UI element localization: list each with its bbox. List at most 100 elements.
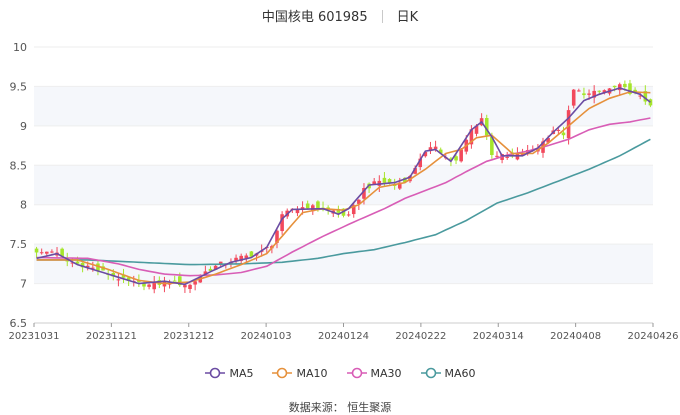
- candle-body: [244, 255, 249, 259]
- candle-body: [454, 156, 458, 161]
- legend-item-ma10[interactable]: MA10: [271, 366, 328, 380]
- candle-body: [357, 199, 361, 204]
- candle-body: [351, 205, 356, 215]
- candle-body: [70, 262, 75, 264]
- candle-body: [592, 90, 596, 98]
- candle-body: [218, 261, 223, 265]
- candle-body: [571, 89, 576, 106]
- legend-marker-circle: [210, 367, 221, 379]
- candle-body: [449, 158, 453, 160]
- candle-body: [44, 251, 49, 254]
- y-tick-label: 8.5: [10, 159, 28, 172]
- candle-body: [50, 251, 54, 253]
- candle-body: [111, 272, 116, 277]
- candle-body: [397, 182, 402, 189]
- candle-body: [612, 85, 617, 88]
- stock-name-code: 中国核电 601985: [261, 10, 368, 25]
- x-tick-label: 20240103: [241, 331, 292, 342]
- legend-item-ma5[interactable]: MA5: [204, 366, 253, 380]
- x-tick-label: 20231212: [163, 331, 214, 342]
- candle-body: [556, 129, 561, 131]
- candle-body: [623, 83, 627, 88]
- candle-body: [239, 255, 243, 261]
- candle-body: [142, 282, 146, 287]
- candle-body: [490, 136, 494, 156]
- candle-body: [382, 177, 387, 183]
- candle-body: [116, 279, 121, 281]
- candle-body: [484, 117, 489, 136]
- candle-body: [474, 125, 479, 134]
- y-tick-label: 6.5: [10, 317, 28, 330]
- candle-body: [423, 151, 428, 157]
- legend-marker-icon: [420, 367, 441, 379]
- period-label: 日K: [396, 10, 419, 25]
- legend-marker-icon: [346, 367, 367, 379]
- candle-body: [587, 93, 591, 95]
- ma10-line: [36, 91, 651, 285]
- candle-body: [413, 168, 417, 174]
- title-separator: [381, 10, 383, 23]
- candle-body: [525, 150, 530, 154]
- x-tick-label: 20231121: [86, 331, 137, 342]
- x-tick-label: 20240222: [395, 331, 446, 342]
- candle-body: [34, 248, 39, 253]
- candle-body: [438, 149, 443, 154]
- candle-body: [561, 132, 566, 136]
- candle-body: [178, 276, 182, 286]
- candle-body: [643, 91, 648, 102]
- x-tick-label: 20240426: [628, 331, 679, 342]
- candle-body: [459, 149, 463, 162]
- candle-body: [546, 138, 550, 143]
- legend-marker-circle: [351, 367, 362, 379]
- candle-body: [638, 95, 643, 97]
- legend-item-ma60[interactable]: MA60: [420, 366, 476, 380]
- candle-body: [188, 284, 192, 290]
- candle-body: [234, 257, 238, 262]
- candle-body: [336, 208, 341, 213]
- candle-body: [152, 282, 157, 290]
- legend-marker-circle: [425, 367, 436, 379]
- candle-body: [628, 83, 632, 94]
- chart-title: 中国核电 601985 日K: [0, 6, 680, 25]
- y-tick-label: 9: [20, 120, 27, 133]
- legend-label: MA30: [370, 367, 402, 380]
- y-tick-label: 9.5: [10, 80, 28, 93]
- y-tick-label: 8: [20, 199, 27, 212]
- candle-body: [208, 268, 213, 271]
- candle-body: [346, 214, 351, 216]
- legend-item-ma30[interactable]: MA30: [346, 366, 402, 380]
- candle-body: [280, 214, 284, 232]
- data-source: 数据来源： 恒生聚源: [288, 401, 392, 414]
- candle-body: [362, 187, 366, 199]
- legend-marker-icon: [205, 367, 226, 379]
- x-tick-label: 20240408: [550, 331, 601, 342]
- ma5-line: [36, 87, 651, 286]
- candle-body: [183, 285, 187, 288]
- legend-label: MA5: [229, 367, 254, 380]
- candle-body: [403, 177, 407, 183]
- candle-body: [428, 147, 433, 152]
- candle-body: [316, 201, 320, 210]
- candle-body: [418, 158, 423, 168]
- candle-body: [392, 184, 397, 186]
- candle-body: [617, 84, 622, 91]
- x-tick-label: 20240124: [318, 331, 369, 342]
- candle-body: [147, 284, 151, 287]
- candle-body: [203, 271, 208, 275]
- candle-body: [75, 261, 80, 264]
- candle-body: [469, 129, 474, 145]
- candle-body: [91, 267, 95, 269]
- candle-body: [172, 280, 177, 282]
- candle-body: [372, 181, 376, 185]
- candle-body: [602, 90, 607, 93]
- grid-band: [34, 165, 653, 205]
- candle-body: [85, 265, 90, 268]
- candle-body: [597, 90, 602, 92]
- candle-body: [648, 99, 653, 106]
- grid-band: [34, 244, 653, 284]
- candle-body: [80, 262, 85, 268]
- candle-body: [495, 155, 499, 157]
- legend-marker-circle: [277, 367, 288, 379]
- y-tick-label: 7: [20, 278, 27, 291]
